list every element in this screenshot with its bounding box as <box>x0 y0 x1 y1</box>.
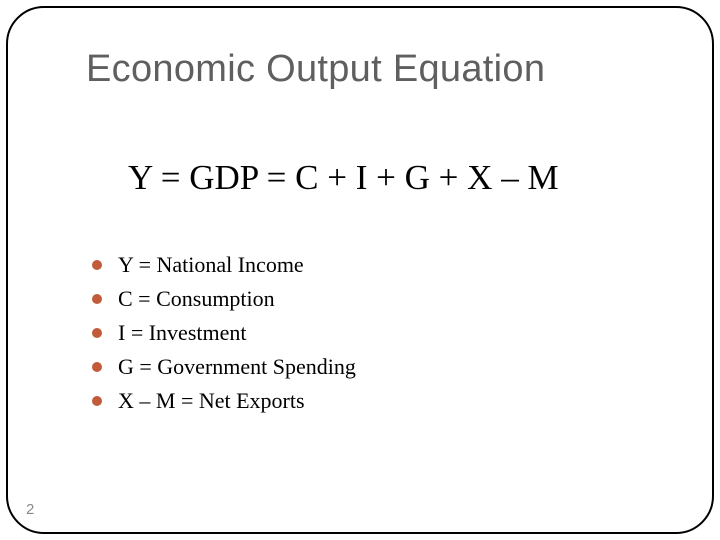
bullet-list: Y = National Income C = Consumption I = … <box>92 248 356 418</box>
slide-title: Economic Output Equation <box>86 48 545 91</box>
equation-text: Y = GDP = C + I + G + X – M <box>128 158 559 198</box>
list-item: I = Investment <box>92 316 356 350</box>
list-item: Y = National Income <box>92 248 356 282</box>
page-number: 2 <box>26 501 34 518</box>
list-item: X – M = Net Exports <box>92 384 356 418</box>
list-item: G = Government Spending <box>92 350 356 384</box>
slide: Economic Output Equation Y = GDP = C + I… <box>0 0 720 540</box>
list-item: C = Consumption <box>92 282 356 316</box>
